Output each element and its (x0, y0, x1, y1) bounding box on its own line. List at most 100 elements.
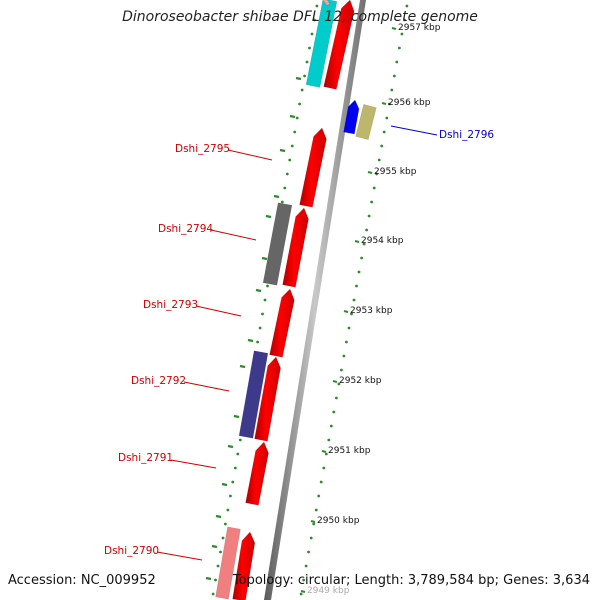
cds-arrow-dshi-2795 (299, 127, 327, 208)
gc-dot-outer (355, 284, 358, 288)
genome-title: Dinoroseobacter shibae DFL 12, complete … (122, 9, 478, 25)
scale-tick-1 (381, 102, 387, 105)
gc-dash-12 (215, 514, 222, 519)
leader-line-5 (170, 459, 217, 469)
gc-dot-outer (370, 200, 373, 204)
gc-dot-outer (329, 424, 333, 428)
gc-dot-inner (226, 508, 230, 512)
scale-tick-0 (391, 27, 397, 30)
gc-dot-inner (305, 60, 309, 64)
gc-dot-inner (283, 186, 287, 190)
scale-label-2957: 2957 kbp (398, 23, 441, 33)
gc-dot-outer (400, 32, 404, 36)
gc-dot-inner (288, 158, 292, 162)
accession-text: Accession: NC_009952 (8, 573, 156, 588)
gc-dot-outer (377, 158, 381, 162)
cds-arrow-dshi-2793 (269, 288, 295, 358)
leader-line-2 (210, 229, 257, 241)
gc-dot-outer (302, 578, 305, 582)
feature-slate-dshi-2792 (238, 350, 269, 439)
gc-dot-inner (231, 480, 235, 484)
gc-dot-outer (314, 508, 318, 512)
gc-dot-outer (395, 60, 399, 64)
gc-content-track (211, 4, 409, 596)
gc-dot-inner (280, 200, 284, 204)
gc-dot-inner (258, 326, 262, 330)
feature-cyan (305, 0, 338, 88)
scale-tick-5 (332, 380, 338, 383)
gc-dot-inner (238, 438, 242, 442)
gc-dot-outer (403, 18, 406, 22)
scale-label-2953: 2953 kbp (350, 306, 393, 316)
gc-dot-outer (352, 298, 356, 302)
leader-line-3 (195, 305, 242, 317)
gc-dash-8 (239, 364, 246, 369)
gene-label-dshi-2793[interactable]: Dshi_2793 (143, 299, 199, 311)
gc-dash-11 (221, 482, 228, 487)
gc-dot-inner (310, 32, 314, 36)
gene-label-dshi-2792[interactable]: Dshi_2792 (131, 375, 187, 387)
gc-dot-inner (261, 312, 264, 316)
scale-label-2952: 2952 kbp (339, 376, 382, 386)
gc-dot-outer (299, 592, 303, 596)
scale-tick-7 (310, 520, 316, 523)
gc-dot-outer (340, 368, 343, 372)
gc-dash-14 (205, 576, 212, 581)
gc-dash-5 (261, 256, 268, 261)
gc-dot-inner (290, 144, 294, 148)
cds-track (215, 0, 377, 600)
gc-dot-outer (322, 466, 326, 470)
scale-label-2954: 2954 kbp (361, 236, 404, 246)
gc-dot-outer (324, 452, 328, 456)
leader-line-6 (156, 551, 203, 561)
feature-pink-dshi-2790 (215, 526, 241, 600)
gene-label-dshi-2796[interactable]: Dshi_2796 (439, 129, 495, 141)
gc-dot-inner (303, 74, 306, 78)
gc-dot-outer (392, 74, 396, 78)
gc-dot-inner (224, 522, 227, 526)
gc-dot-outer (387, 102, 391, 106)
gc-dot-outer (312, 522, 316, 526)
gc-dash-13 (211, 544, 218, 549)
gc-dot-outer (380, 144, 384, 148)
gc-dot-outer (350, 312, 353, 316)
gc-dot-inner (233, 466, 237, 470)
leader-line-1 (227, 149, 273, 161)
gc-dot-outer (327, 438, 331, 442)
gene-label-dshi-2791[interactable]: Dshi_2791 (118, 452, 174, 464)
gc-dot-outer (390, 88, 394, 92)
gc-dot-outer (337, 382, 341, 386)
gc-dash-9 (233, 414, 240, 419)
gc-dot-inner (216, 564, 220, 568)
gc-dash-1 (289, 114, 296, 119)
cds-arrow-dshi-2794 (282, 207, 309, 288)
gc-dot-inner (263, 298, 267, 302)
genome-backbone (264, 0, 366, 600)
gc-dot-outer (385, 116, 389, 120)
gc-dot-inner (300, 88, 304, 92)
scale-tick-marks (205, 27, 397, 593)
leader-line-4 (183, 381, 230, 392)
gc-dash-2 (279, 148, 286, 153)
cds-arrow-dshi-2792 (254, 356, 281, 442)
gc-dot-outer (309, 536, 313, 540)
gc-dash-6 (255, 288, 262, 293)
gc-dash-10 (227, 444, 234, 449)
gc-dot-outer (304, 564, 308, 568)
gc-dot-outer (345, 340, 348, 344)
gc-dash-3 (273, 194, 280, 199)
feature-pink-top (322, 0, 331, 7)
gc-dot-outer (307, 550, 310, 554)
cds-arrow-dshi-2791 (245, 441, 269, 506)
gc-dash-0 (295, 76, 302, 81)
gene-label-dshi-2795[interactable]: Dshi_2795 (175, 143, 231, 155)
gc-dot-inner (214, 578, 217, 582)
gc-dot-outer (357, 270, 361, 274)
gc-dot-inner (295, 116, 299, 120)
gene-label-dshi-2794[interactable]: Dshi_2794 (158, 223, 214, 235)
gc-dot-outer (382, 130, 386, 134)
leader-line-0 (390, 125, 438, 136)
gc-dot-inner (285, 172, 289, 176)
gene-label-dshi-2790[interactable]: Dshi_2790 (104, 545, 160, 557)
